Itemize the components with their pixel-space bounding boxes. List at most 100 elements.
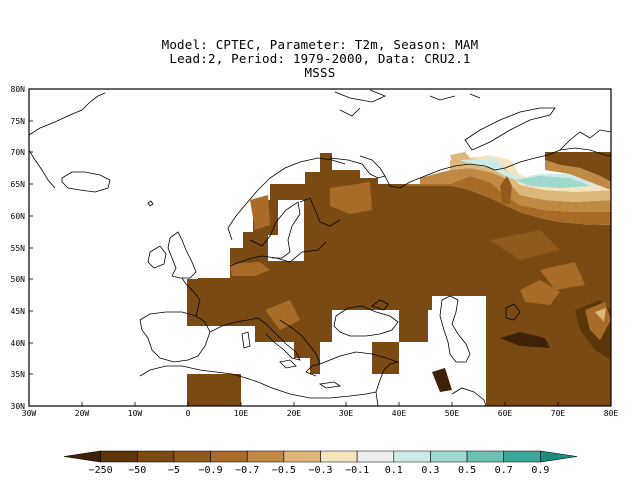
field-patch-ural — [500, 176, 512, 204]
field-band-north-edge — [545, 160, 611, 190]
coast-arctic-russia — [409, 147, 611, 183]
colorbar-swatch — [430, 450, 468, 463]
field-band-nw — [450, 152, 470, 162]
field-band-6 — [515, 176, 590, 188]
colorbar-swatch — [503, 450, 541, 463]
colorbar-swatch — [246, 450, 285, 463]
coast-sicily — [279, 359, 297, 369]
coast-italy — [247, 317, 301, 361]
colorbar-label: 0.5 — [458, 465, 476, 476]
coastlines — [29, 89, 611, 406]
colorbar: −250 −50 −5 −0.9 −0.7 −0.5 −0.3 −0.1 0.1 0.3 0.5 0.… — [63, 450, 578, 476]
field-band-2 — [420, 168, 611, 212]
field-patch-scand — [250, 195, 270, 230]
coast-baltic — [229, 241, 327, 267]
x-tick-label: 30E — [339, 409, 354, 418]
y-axis-labels: 30N 35N 40N 45N 50N 55N 60N 65N 70N 75N … — [11, 85, 26, 411]
chart-title-line-1: Model: CPTEC, Parameter: T2m, Season: MA… — [161, 37, 479, 52]
colorbar-label: −5 — [168, 465, 180, 476]
coast-sweden — [249, 201, 301, 259]
colorbar-swatch — [320, 450, 358, 463]
coast-levant — [375, 361, 399, 406]
x-tick-label: 20W — [75, 409, 90, 418]
colorbar-label: −0.5 — [272, 465, 296, 476]
colorbar-swatch — [63, 450, 101, 463]
x-tick-label: 70E — [551, 409, 566, 418]
coast-aral — [505, 303, 521, 321]
colorbar-swatch — [136, 450, 175, 463]
coast-france — [181, 277, 249, 333]
x-tick-label: 10E — [234, 409, 249, 418]
colorbar-label: −0.3 — [308, 465, 332, 476]
x-tick-label: 40E — [392, 409, 407, 418]
field-patch-italy — [265, 300, 300, 330]
colorbar-label: −0.7 — [235, 465, 259, 476]
coast-crete — [318, 381, 342, 389]
colorbar-swatch — [540, 450, 578, 463]
field-patch-iran — [490, 230, 560, 260]
field-band-north — [545, 152, 611, 182]
coast-gulf — [451, 387, 487, 406]
coast-azov — [371, 299, 389, 311]
y-tick-label: 50N — [11, 275, 26, 284]
x-tick-label: 20E — [287, 409, 302, 418]
field-patch-kazakh — [540, 262, 585, 290]
colorbar-swatch — [210, 450, 248, 463]
coast-blacksea — [333, 305, 399, 337]
colorbar-label: −0.1 — [345, 465, 369, 476]
axis-tick-marks — [28, 88, 612, 407]
coast-iberia — [139, 311, 211, 363]
chart-title-line-3: MSSS — [304, 65, 336, 80]
coast-svalbard — [334, 89, 387, 117]
colorbar-label: −0.9 — [199, 465, 223, 476]
x-tick-label: 10W — [128, 409, 143, 418]
chart-title-line-2: Lead:2, Period: 1979-2000, Data: CRU2.1 — [169, 51, 471, 66]
x-tick-label: 30W — [22, 409, 37, 418]
colorbar-label: 0.3 — [421, 465, 439, 476]
y-tick-label: 30N — [11, 402, 26, 411]
coast-franz-josef — [429, 93, 481, 101]
field-dark-patch-1 — [500, 332, 550, 348]
field-africa-block — [187, 374, 241, 406]
coast-norway — [227, 157, 346, 241]
coast-novaya-zemlya — [464, 107, 556, 151]
field-band-3 — [450, 158, 611, 202]
x-tick-label: 0 — [186, 409, 191, 418]
coast-finland — [299, 197, 341, 227]
field-light-patch-2 — [595, 308, 606, 322]
coast-turkey — [339, 351, 399, 363]
field-hole-baltic — [268, 235, 304, 261]
x-tick-label: 60E — [498, 409, 513, 418]
field-hole-caspian-south — [455, 342, 486, 374]
colorbar-swatch — [356, 450, 395, 463]
field-patch-turkey — [520, 280, 560, 305]
field-dark-patch-2 — [432, 368, 452, 392]
y-tick-label: 70N — [11, 148, 26, 157]
coast-balkans — [279, 319, 341, 377]
coast-sardinia — [241, 331, 251, 349]
colorbar-swatch — [173, 450, 211, 463]
colorbar-label: 0.9 — [531, 465, 549, 476]
y-tick-label: 40N — [11, 339, 26, 348]
y-tick-label: 35N — [11, 370, 26, 379]
colorbar-label: −50 — [128, 465, 146, 476]
plot-frame — [28, 88, 612, 407]
colorbar-label: 0.7 — [495, 465, 513, 476]
coast-africa — [139, 365, 377, 399]
y-tick-label: 65N — [11, 180, 26, 189]
field-patch-central — [330, 182, 372, 214]
x-axis-labels: 30W 20W 10W 0 10E 20E 30E 40E 50E 60E 70… — [22, 409, 619, 418]
colorbar-label: 0.1 — [385, 465, 403, 476]
y-tick-label: 80N — [11, 85, 26, 94]
coast-kola — [329, 155, 411, 189]
field-hole-aegean — [320, 342, 372, 374]
coast-yamal — [559, 129, 611, 151]
msss-field — [187, 152, 611, 406]
field-hole-blacksea — [332, 310, 399, 342]
colorbar-swatch — [100, 450, 138, 463]
colorbar-swatch — [466, 450, 505, 463]
colorbar-label: −250 — [89, 465, 113, 476]
coast-britain — [167, 231, 197, 279]
y-tick-label: 45N — [11, 307, 26, 316]
field-hole-uk — [198, 232, 230, 278]
